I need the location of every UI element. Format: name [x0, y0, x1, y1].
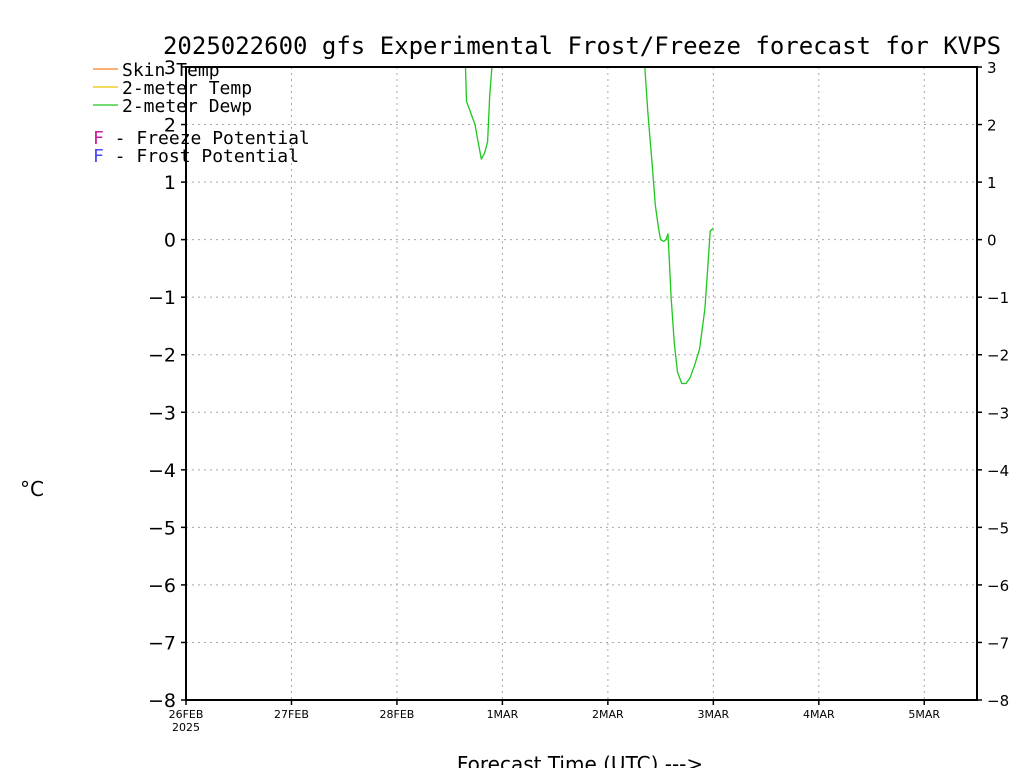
legend-freeze-potential: F - Freeze Potential — [93, 128, 310, 149]
x-tick-sublabel: 2025 — [172, 721, 200, 734]
y-tick-label-right: −5 — [987, 519, 1009, 537]
freeze-marker: F — [93, 128, 104, 149]
y-tick-label-left: −6 — [148, 575, 176, 597]
frost-label: - Frost Potential — [104, 146, 299, 167]
x-tick-label: 28FEB — [380, 708, 415, 721]
data-series — [464, 66, 714, 385]
y-tick-label-right: −8 — [987, 692, 1009, 710]
y-tick-label-right: −4 — [987, 462, 1009, 480]
y-tick-label-left: 1 — [164, 172, 176, 194]
x-tick-label: 4MAR — [803, 708, 835, 721]
legend-label-2m-temp: 2-meter Temp — [122, 78, 252, 99]
y-tick-label-right: −6 — [987, 577, 1009, 595]
freeze-label: - Freeze Potential — [104, 128, 310, 149]
x-tick-label: 1MAR — [487, 708, 519, 721]
frost-marker: F — [93, 146, 104, 167]
y-tick-label-right: −7 — [987, 634, 1009, 652]
y-tick-label-left: −8 — [148, 690, 176, 712]
y-tick-label-right: −2 — [987, 347, 1009, 365]
legend-label-2m-dewp: 2-meter Dewp — [122, 96, 252, 117]
y-tick-label-right: −1 — [987, 289, 1009, 307]
y-tick-label-right: −3 — [987, 404, 1009, 422]
grid-lines — [186, 67, 977, 700]
y-tick-label-left: −7 — [148, 632, 176, 654]
plot-frame — [185, 66, 978, 701]
y-tick-label-left: −3 — [148, 402, 176, 424]
y-tick-label-left: 0 — [164, 230, 176, 252]
y-tick-label-left: 3 — [164, 57, 176, 79]
legend: Skin Temp 2-meter Temp 2-meter Dewp F - … — [93, 60, 310, 167]
axes: −8 −8 −7 −7 −6 −6 −5 −5 −4 −4 −3 −3 −2 −2 −1 −1 0 0 1 1 2 2 3 3… — [148, 57, 1009, 734]
y-tick-label-right: 2 — [987, 117, 997, 135]
y-tick-label-left: −4 — [148, 460, 176, 482]
y-tick-label-left: −5 — [148, 517, 176, 539]
x-tick-label: 5MAR — [908, 708, 940, 721]
legend-label-skin-temp: Skin Temp — [122, 60, 220, 81]
y-tick-label-left: −2 — [148, 345, 176, 367]
y-tick-label-right: 3 — [987, 59, 997, 77]
y-tick-label-left: −1 — [148, 287, 176, 309]
series-line-2-meter-dewp-0 — [464, 66, 493, 160]
x-tick-label: 26FEB — [169, 708, 204, 721]
y-axis-label: °C — [20, 477, 44, 501]
chart-title: 2025022600 gfs Experimental Frost/Freeze… — [163, 32, 1001, 60]
y-tick-label-right: 0 — [987, 232, 997, 250]
series-line-2-meter-dewp-1 — [644, 66, 714, 385]
x-axis-label: Forecast Time (UTC) ---> — [457, 752, 703, 768]
x-tick-label: 2MAR — [592, 708, 624, 721]
x-tick-label: 3MAR — [697, 708, 729, 721]
x-tick-label: 27FEB — [274, 708, 309, 721]
y-tick-label-right: 1 — [987, 174, 997, 192]
legend-frost-potential: F - Frost Potential — [93, 146, 299, 167]
y-tick-label-left: 2 — [164, 115, 176, 137]
